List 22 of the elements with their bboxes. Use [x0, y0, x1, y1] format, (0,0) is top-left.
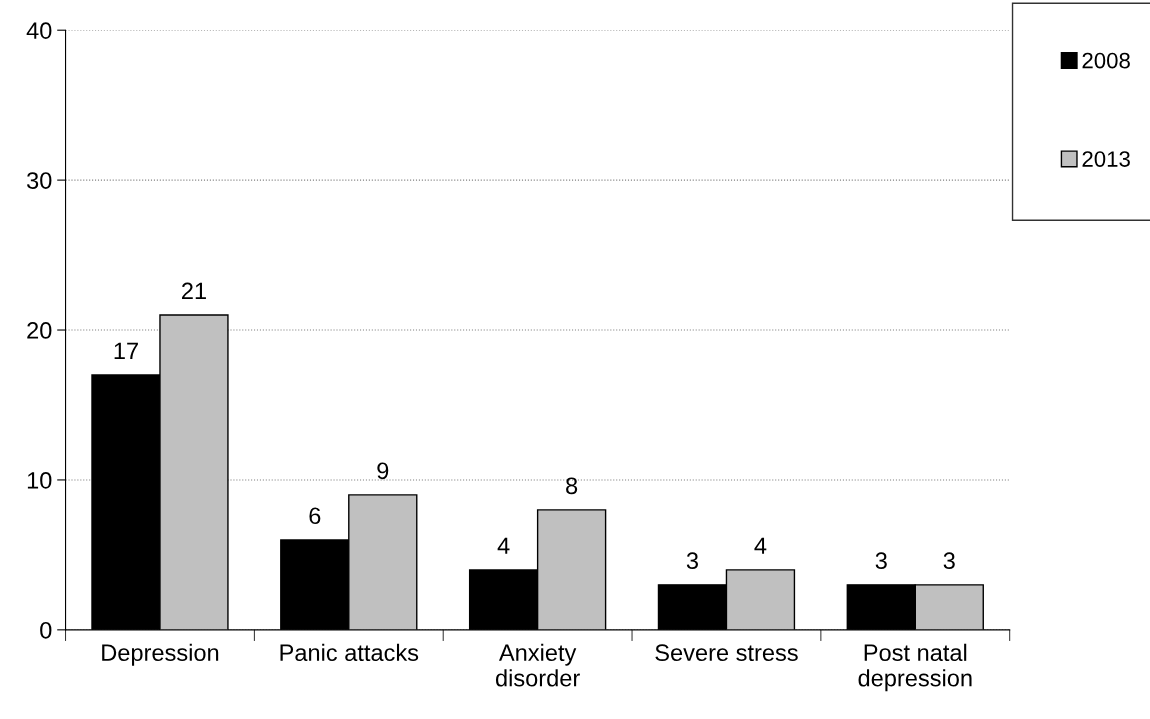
legend-label: 2008: [1082, 52, 1130, 69]
data-label: 3: [875, 552, 887, 570]
x-tick-label: Depression: [102, 643, 219, 666]
data-label: 21: [182, 282, 206, 300]
y-tick-label: 10: [27, 472, 52, 489]
data-label: 8: [566, 477, 578, 495]
legend-label: 2013: [1082, 151, 1130, 167]
data-label: 9: [377, 462, 389, 480]
y-tick-label: 0: [40, 621, 52, 639]
data-label: 4: [497, 537, 510, 554]
data-label: 17: [114, 342, 138, 359]
x-tick-label: Severe stress: [655, 644, 798, 662]
data-label: 4: [754, 537, 767, 554]
x-tick-label: Panic attacks: [280, 643, 419, 662]
y-tick-label: 20: [27, 322, 52, 339]
y-tick-label: 40: [26, 22, 52, 39]
y-tick-label: 30: [27, 172, 52, 189]
x-tick-label: Post natal depression: [858, 643, 972, 692]
data-label: 3: [686, 552, 698, 570]
data-label: 6: [309, 507, 321, 525]
x-tick-label: Anxiety disorder: [495, 643, 580, 687]
data-label: 3: [943, 552, 955, 570]
